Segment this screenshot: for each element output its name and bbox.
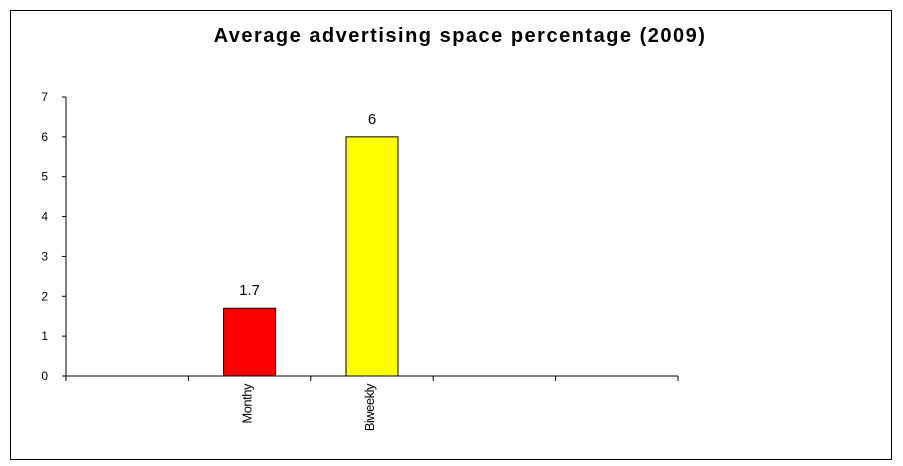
- x-category-label: Biweekly: [362, 383, 377, 431]
- y-tick-label: 5: [41, 170, 48, 184]
- bars-layer: [223, 136, 399, 377]
- y-tick-label: 1: [41, 329, 48, 343]
- data-label: 6: [368, 111, 376, 128]
- y-tick-label: 6: [41, 130, 48, 144]
- x-category-label: Monthy: [240, 383, 255, 424]
- y-tick-label: 2: [41, 289, 48, 303]
- chart-frame: [10, 10, 892, 460]
- y-tick-label: 4: [41, 210, 48, 224]
- y-tick-label: 7: [41, 90, 48, 104]
- bar-biweekly: [345, 136, 399, 377]
- bar-monthy: [223, 307, 277, 377]
- labels-layer: 1.7 Monthy 6 Biweekly: [239, 111, 377, 431]
- y-tick-label: 3: [41, 249, 48, 263]
- data-label: 1.7: [239, 282, 260, 299]
- y-tick-label: 0: [41, 369, 48, 383]
- chart-title: Average advertising space percentage (20…: [214, 25, 707, 47]
